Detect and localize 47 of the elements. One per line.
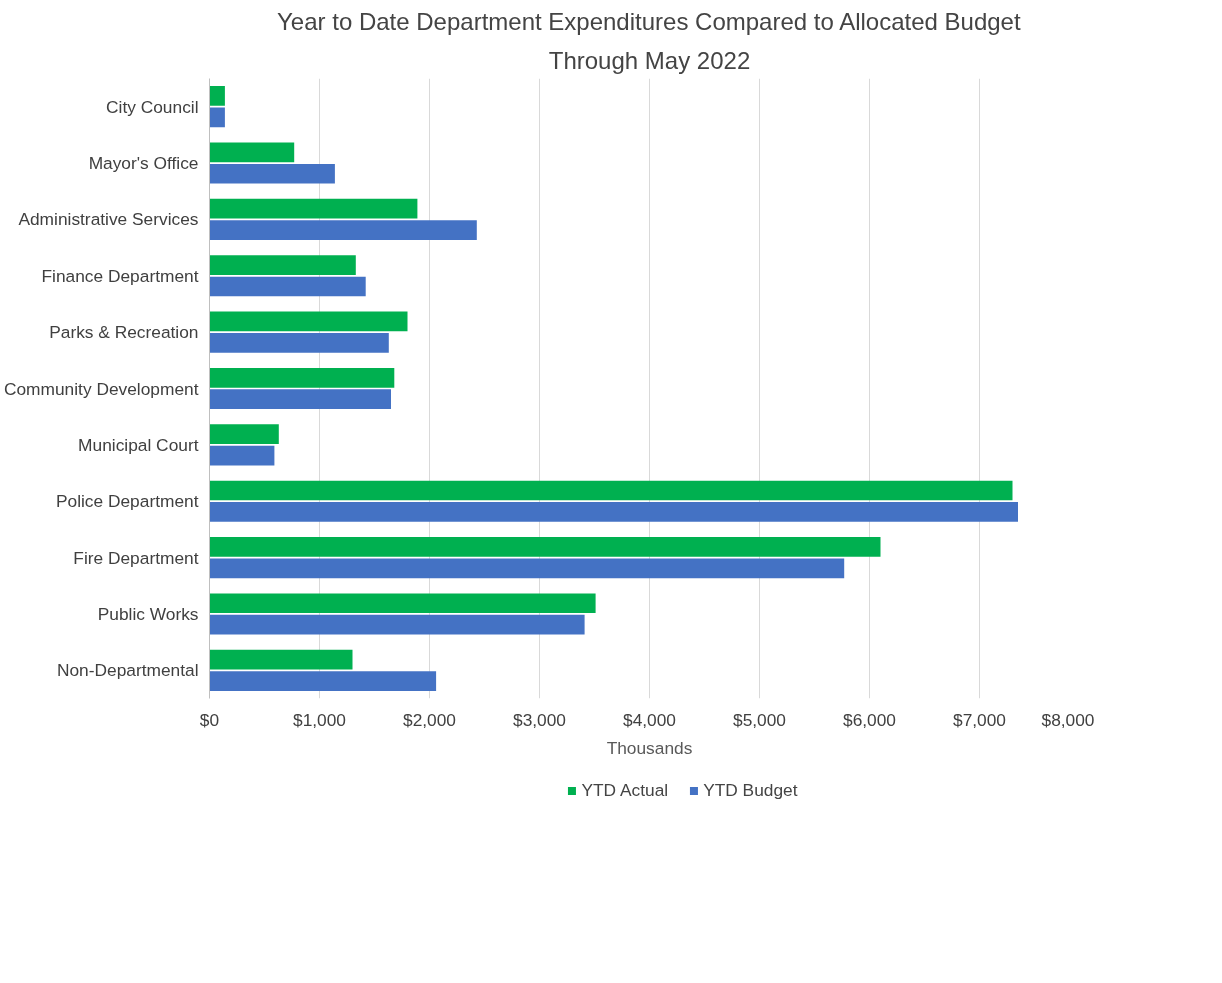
x-tick-label: $2,000 <box>403 709 456 730</box>
x-tick-label: $1,000 <box>293 709 346 730</box>
bar <box>209 255 356 275</box>
bar <box>209 480 1013 501</box>
bar <box>209 142 295 163</box>
bar <box>209 107 225 128</box>
bar <box>209 332 389 353</box>
legend-label: YTD Budget <box>703 779 798 801</box>
bar <box>209 276 366 297</box>
bar <box>209 311 408 332</box>
bar <box>209 614 585 635</box>
y-tick-label: Fire Department <box>73 547 199 568</box>
bar <box>209 86 225 106</box>
x-tick-label: $8,000 <box>1041 709 1095 730</box>
x-tick-label: $3,000 <box>513 709 566 730</box>
x-tick-label: $0 <box>199 709 220 730</box>
y-tick-label: Community Development <box>3 378 199 399</box>
y-tick-label: Finance Department <box>41 265 199 286</box>
x-axis-title: Thousands <box>606 737 693 758</box>
bar <box>209 537 881 557</box>
bar <box>209 558 845 579</box>
bar <box>209 502 1018 522</box>
bar <box>209 163 335 184</box>
bar <box>209 424 279 445</box>
y-tick-label: Mayor's Office <box>88 153 199 174</box>
bar <box>209 445 275 466</box>
x-tick-label: $5,000 <box>733 709 786 730</box>
y-tick-label: Administrative Services <box>18 209 199 230</box>
bar <box>209 220 477 240</box>
y-tick-label: City Council <box>106 96 199 117</box>
bar <box>209 649 353 670</box>
x-tick-label: $7,000 <box>953 709 1006 730</box>
legend-label: YTD Actual <box>581 779 669 801</box>
bar <box>209 593 596 614</box>
bar <box>209 198 418 219</box>
y-tick-label: Police Department <box>55 491 199 512</box>
chart-subtitle: Through May 2022 <box>548 46 751 74</box>
y-tick-label: Parks & Recreation <box>49 322 199 343</box>
bar <box>209 389 391 410</box>
y-tick-label: Municipal Court <box>78 434 199 455</box>
x-tick-label: $4,000 <box>623 709 676 730</box>
y-tick-label: Non-Departmental <box>56 660 199 681</box>
y-tick-label: Public Works <box>97 603 199 624</box>
x-tick-label: $6,000 <box>843 709 896 730</box>
chart-title: Year to Date Department Expenditures Compared to Allocated Budget <box>277 7 1021 35</box>
bar <box>209 367 395 388</box>
bar <box>209 671 437 691</box>
